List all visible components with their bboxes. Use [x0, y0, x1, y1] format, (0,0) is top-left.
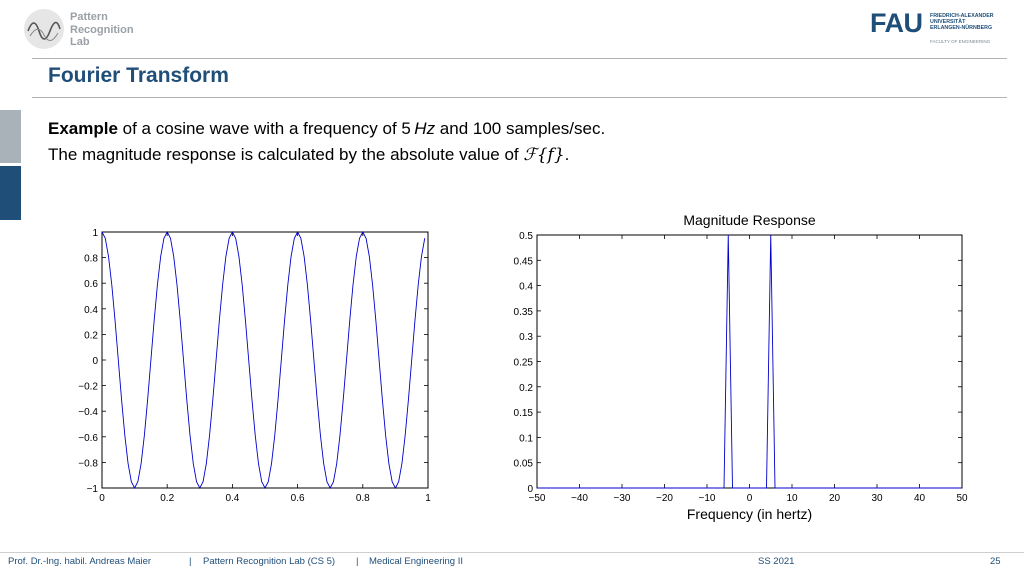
y-tick-label: −0.2 [78, 382, 98, 393]
chart-title: Magnitude Response [683, 212, 816, 228]
slide-title: Fourier Transform [48, 64, 229, 87]
x-tick-label: 0.6 [291, 493, 305, 504]
x-tick-label: 0.2 [160, 493, 174, 504]
x-tick-label: −10 [699, 493, 716, 504]
x-tick-label: 0.4 [225, 493, 239, 504]
lab-logo-line1: Pattern [70, 11, 108, 23]
y-tick-label: −0.8 [78, 458, 98, 469]
x-tick-label: 0 [99, 493, 105, 504]
y-tick-label: 0.6 [84, 279, 98, 290]
x-tick-label: 40 [914, 493, 926, 504]
cosine-plot: 0 0.2 0.4 0.6 0.8 1 1 0.8 0.6 0.4 0.2 0 −0.2 −0.4 −0.6… [78, 228, 431, 504]
y-tick-label: 0.8 [84, 254, 98, 265]
y-tick-label: 1 [92, 228, 98, 239]
y-tick-label: 0.2 [84, 330, 98, 341]
x-tick-label: 1 [425, 493, 431, 504]
y-tick-label: −0.6 [78, 433, 98, 444]
y-tick-label: 0.4 [84, 305, 98, 316]
fau-logo: FAU FRIEDRICH-ALEXANDER UNIVERSITÄT ERLA… [870, 8, 1005, 48]
y-tick-label: 0.25 [514, 358, 534, 369]
x-tick-label: −40 [571, 493, 588, 504]
y-tick-label: 0.1 [519, 433, 533, 444]
fau-sub2: UNIVERSITÄT [930, 19, 966, 26]
body-bold-example: Example [48, 119, 118, 138]
y-tick-label: 0 [92, 356, 98, 367]
title-divider [32, 97, 1007, 98]
lab-logo-line2: Recognition [70, 23, 134, 36]
x-tick-label: 50 [956, 493, 968, 504]
x-tick-label: −20 [656, 493, 673, 504]
x-tick-label: 0.8 [356, 493, 370, 504]
footer-author: Prof. Dr.-Ing. habil. Andreas Maier [8, 556, 152, 567]
footer-page-number: 25 [990, 556, 1001, 567]
slide-body: Example of a cosine wave with a frequenc… [48, 116, 605, 168]
fourier-notation: ℱ{f} [523, 145, 565, 165]
x-axis-label: Frequency (in hertz) [687, 506, 812, 522]
fau-sub1: FRIEDRICH-ALEXANDER [930, 13, 994, 19]
y-tick-label: 0.15 [514, 408, 534, 419]
body-line-2: The magnitude response is calculated by … [48, 142, 605, 168]
x-tick-label: −30 [614, 493, 631, 504]
magnitude-response-plot: −50 −40 −30 −20 −10 0 10 20 30 40 50 0.5 0.45 0.4 0.35… [514, 212, 968, 522]
fau-sub3: ERLANGEN-NÜRNBERG [930, 25, 993, 32]
header-divider [32, 58, 1007, 59]
x-tick-label: 20 [829, 493, 841, 504]
y-tick-label: 0.45 [514, 256, 534, 267]
body-line1-unit: Hz [414, 119, 436, 138]
fau-faculty: FACULTY OF ENGINEERING [930, 39, 991, 44]
body-line1-a: of a cosine wave with a frequency of 5 [117, 119, 411, 138]
footer-divider [0, 552, 1024, 553]
footer-course: Medical Engineering II [369, 556, 463, 567]
body-line2-b: . [564, 145, 570, 164]
y-tick-label: 0.4 [519, 282, 533, 293]
y-tick-label: 0.3 [519, 332, 533, 343]
x-tick-label: 0 [747, 493, 753, 504]
y-tick-label: 0.35 [514, 307, 534, 318]
footer-lab: Pattern Recognition Lab (CS 5) [203, 556, 336, 567]
y-tick-label: 0.2 [519, 383, 533, 394]
y-tick-label: 0.5 [519, 231, 533, 242]
lab-logo-icon [24, 9, 64, 49]
x-tick-label: −50 [529, 493, 546, 504]
body-line1-b: and 100 samples/sec. [435, 119, 606, 138]
body-line2-a: The magnitude response is calculated by … [48, 145, 524, 164]
lab-logo-line3: Lab [70, 36, 90, 48]
y-tick-label: −1 [87, 484, 99, 495]
cosine-series-line [101, 231, 426, 489]
pattern-recognition-lab-logo: Pattern Recognition Lab [24, 9, 154, 51]
x-tick-label: 10 [786, 493, 798, 504]
fau-logo-text: FAU [870, 8, 923, 38]
y-tick-label: 0.05 [514, 459, 534, 470]
footer-semester: SS 2021 [758, 556, 795, 567]
footer-sep-2: | [356, 556, 359, 567]
plot-frame-2 [536, 234, 963, 489]
side-marker-dark [0, 166, 21, 220]
y-tick-label: −0.4 [78, 407, 98, 418]
y-tick-label: 0 [527, 484, 533, 495]
x-tick-label: 30 [871, 493, 883, 504]
magnitude-series-line [537, 234, 962, 489]
body-line-1: Example of a cosine wave with a frequenc… [48, 116, 605, 142]
footer-sep-1: | [189, 556, 192, 567]
side-marker-light [0, 110, 21, 163]
